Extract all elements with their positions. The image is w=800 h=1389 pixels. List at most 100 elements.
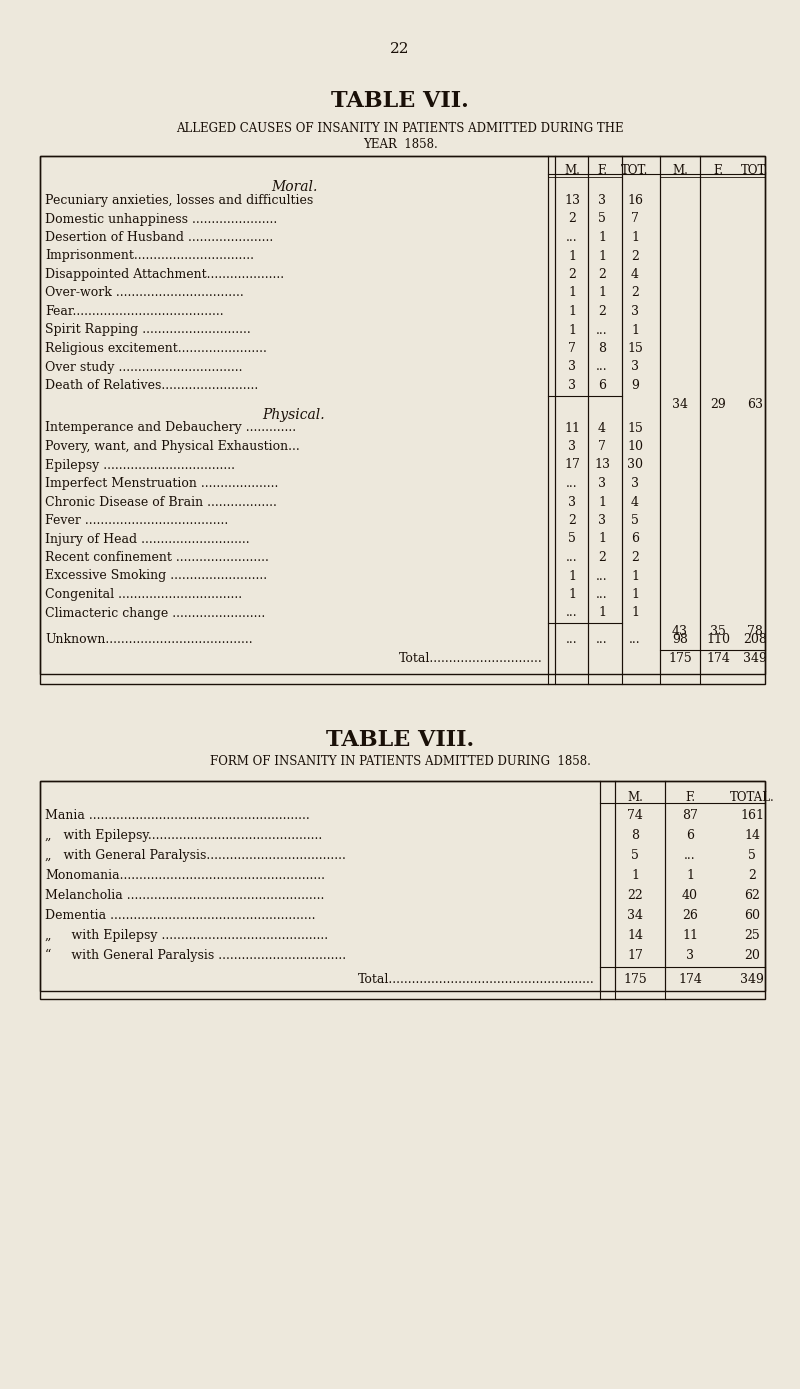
Text: 6: 6 — [598, 379, 606, 392]
Text: TABLE VIII.: TABLE VIII. — [326, 729, 474, 751]
Text: Dementia .....................................................: Dementia ...............................… — [45, 908, 315, 922]
Text: 1: 1 — [568, 324, 576, 336]
Text: Over study ................................: Over study .............................… — [45, 361, 242, 374]
Text: Physical.: Physical. — [262, 407, 326, 421]
Text: Spirit Rapping ............................: Spirit Rapping .........................… — [45, 324, 250, 336]
Text: 174: 174 — [706, 651, 730, 664]
Text: Imperfect Menstruation ....................: Imperfect Menstruation .................… — [45, 476, 278, 490]
Text: 26: 26 — [682, 908, 698, 922]
Text: Over-work .................................: Over-work ..............................… — [45, 286, 244, 300]
Text: ...: ... — [566, 607, 578, 619]
Text: Imprisonment...............................: Imprisonment............................… — [45, 250, 254, 263]
Text: 3: 3 — [631, 361, 639, 374]
Text: 3: 3 — [568, 361, 576, 374]
Text: 5: 5 — [568, 532, 576, 546]
Text: „   with Epilepsy.............................................: „ with Epilepsy.........................… — [45, 829, 322, 842]
Text: M.: M. — [564, 164, 580, 176]
Text: Death of Relatives.........................: Death of Relatives......................… — [45, 379, 258, 392]
Text: TOT.: TOT. — [622, 164, 649, 176]
Text: 34: 34 — [672, 397, 688, 411]
Text: Chronic Disease of Brain ..................: Chronic Disease of Brain ...............… — [45, 496, 277, 508]
Text: ...: ... — [596, 633, 608, 646]
Text: FORM OF INSANITY IN PATIENTS ADMITTED DURING  1858.: FORM OF INSANITY IN PATIENTS ADMITTED DU… — [210, 756, 590, 768]
Bar — [40, 781, 765, 990]
Text: 110: 110 — [706, 633, 730, 646]
Text: 22: 22 — [627, 889, 643, 901]
Text: F.: F. — [685, 790, 695, 804]
Text: YEAR  1858.: YEAR 1858. — [362, 138, 438, 151]
Text: 161: 161 — [740, 808, 764, 822]
Text: 5: 5 — [631, 849, 639, 863]
Text: 2: 2 — [631, 286, 639, 300]
Text: 1: 1 — [631, 231, 639, 244]
Text: 17: 17 — [564, 458, 580, 471]
Text: 174: 174 — [678, 974, 702, 986]
Text: 3: 3 — [598, 514, 606, 526]
Text: 6: 6 — [686, 829, 694, 842]
Text: Recent confinement ........................: Recent confinement .....................… — [45, 551, 269, 564]
Text: 2: 2 — [631, 250, 639, 263]
Text: Intemperance and Debauchery .............: Intemperance and Debauchery ............… — [45, 421, 296, 435]
Text: 5: 5 — [598, 213, 606, 225]
Text: 9: 9 — [631, 379, 639, 392]
Text: Injury of Head ............................: Injury of Head .........................… — [45, 532, 250, 546]
Text: 349: 349 — [740, 974, 764, 986]
Text: Melancholia ...................................................: Melancholia ............................… — [45, 889, 324, 901]
Text: 1: 1 — [686, 870, 694, 882]
Text: ...: ... — [596, 324, 608, 336]
Text: 20: 20 — [744, 949, 760, 963]
Text: 3: 3 — [598, 194, 606, 207]
Text: ...: ... — [596, 588, 608, 601]
Text: 25: 25 — [744, 929, 760, 942]
Text: 208: 208 — [743, 633, 767, 646]
Text: Povery, want, and Physical Exhaustion...: Povery, want, and Physical Exhaustion... — [45, 440, 300, 453]
Text: 78: 78 — [747, 625, 763, 638]
Text: F.: F. — [713, 164, 723, 176]
Text: 7: 7 — [598, 440, 606, 453]
Text: 11: 11 — [564, 421, 580, 435]
Text: Mania .........................................................: Mania ..................................… — [45, 808, 310, 822]
Text: 4: 4 — [631, 268, 639, 281]
Text: 349: 349 — [743, 651, 767, 664]
Text: 3: 3 — [568, 496, 576, 508]
Text: 30: 30 — [627, 458, 643, 471]
Text: 8: 8 — [631, 829, 639, 842]
Text: 40: 40 — [682, 889, 698, 901]
Text: 2: 2 — [598, 306, 606, 318]
Text: 1: 1 — [598, 250, 606, 263]
Text: Congenital ................................: Congenital .............................… — [45, 588, 242, 601]
Text: 13: 13 — [594, 458, 610, 471]
Text: Total.....................................................: Total...................................… — [358, 974, 595, 986]
Text: 1: 1 — [598, 286, 606, 300]
Text: ...: ... — [566, 231, 578, 244]
Text: 1: 1 — [568, 569, 576, 582]
Text: 5: 5 — [631, 514, 639, 526]
Text: 2: 2 — [568, 514, 576, 526]
Text: ...: ... — [596, 361, 608, 374]
Text: 175: 175 — [623, 974, 647, 986]
Text: 1: 1 — [598, 496, 606, 508]
Text: 10: 10 — [627, 440, 643, 453]
Text: 8: 8 — [598, 342, 606, 356]
Text: 5: 5 — [748, 849, 756, 863]
Text: 4: 4 — [598, 421, 606, 435]
Text: 1: 1 — [568, 306, 576, 318]
Text: Climacteric change ........................: Climacteric change .....................… — [45, 607, 266, 619]
Text: 29: 29 — [710, 397, 726, 411]
Text: Excessive Smoking .........................: Excessive Smoking ......................… — [45, 569, 267, 582]
Text: Total.............................: Total............................. — [399, 651, 543, 664]
Text: 16: 16 — [627, 194, 643, 207]
Text: 35: 35 — [710, 625, 726, 638]
Text: 1: 1 — [568, 588, 576, 601]
Text: 3: 3 — [568, 379, 576, 392]
Text: 63: 63 — [747, 397, 763, 411]
Text: M.: M. — [672, 164, 688, 176]
Text: 7: 7 — [568, 342, 576, 356]
Text: 3: 3 — [631, 476, 639, 490]
Text: F.: F. — [597, 164, 607, 176]
Text: 2: 2 — [748, 870, 756, 882]
Text: ...: ... — [629, 633, 641, 646]
Text: ...: ... — [684, 849, 696, 863]
Text: 1: 1 — [631, 870, 639, 882]
Text: TOTAL.: TOTAL. — [730, 790, 774, 804]
